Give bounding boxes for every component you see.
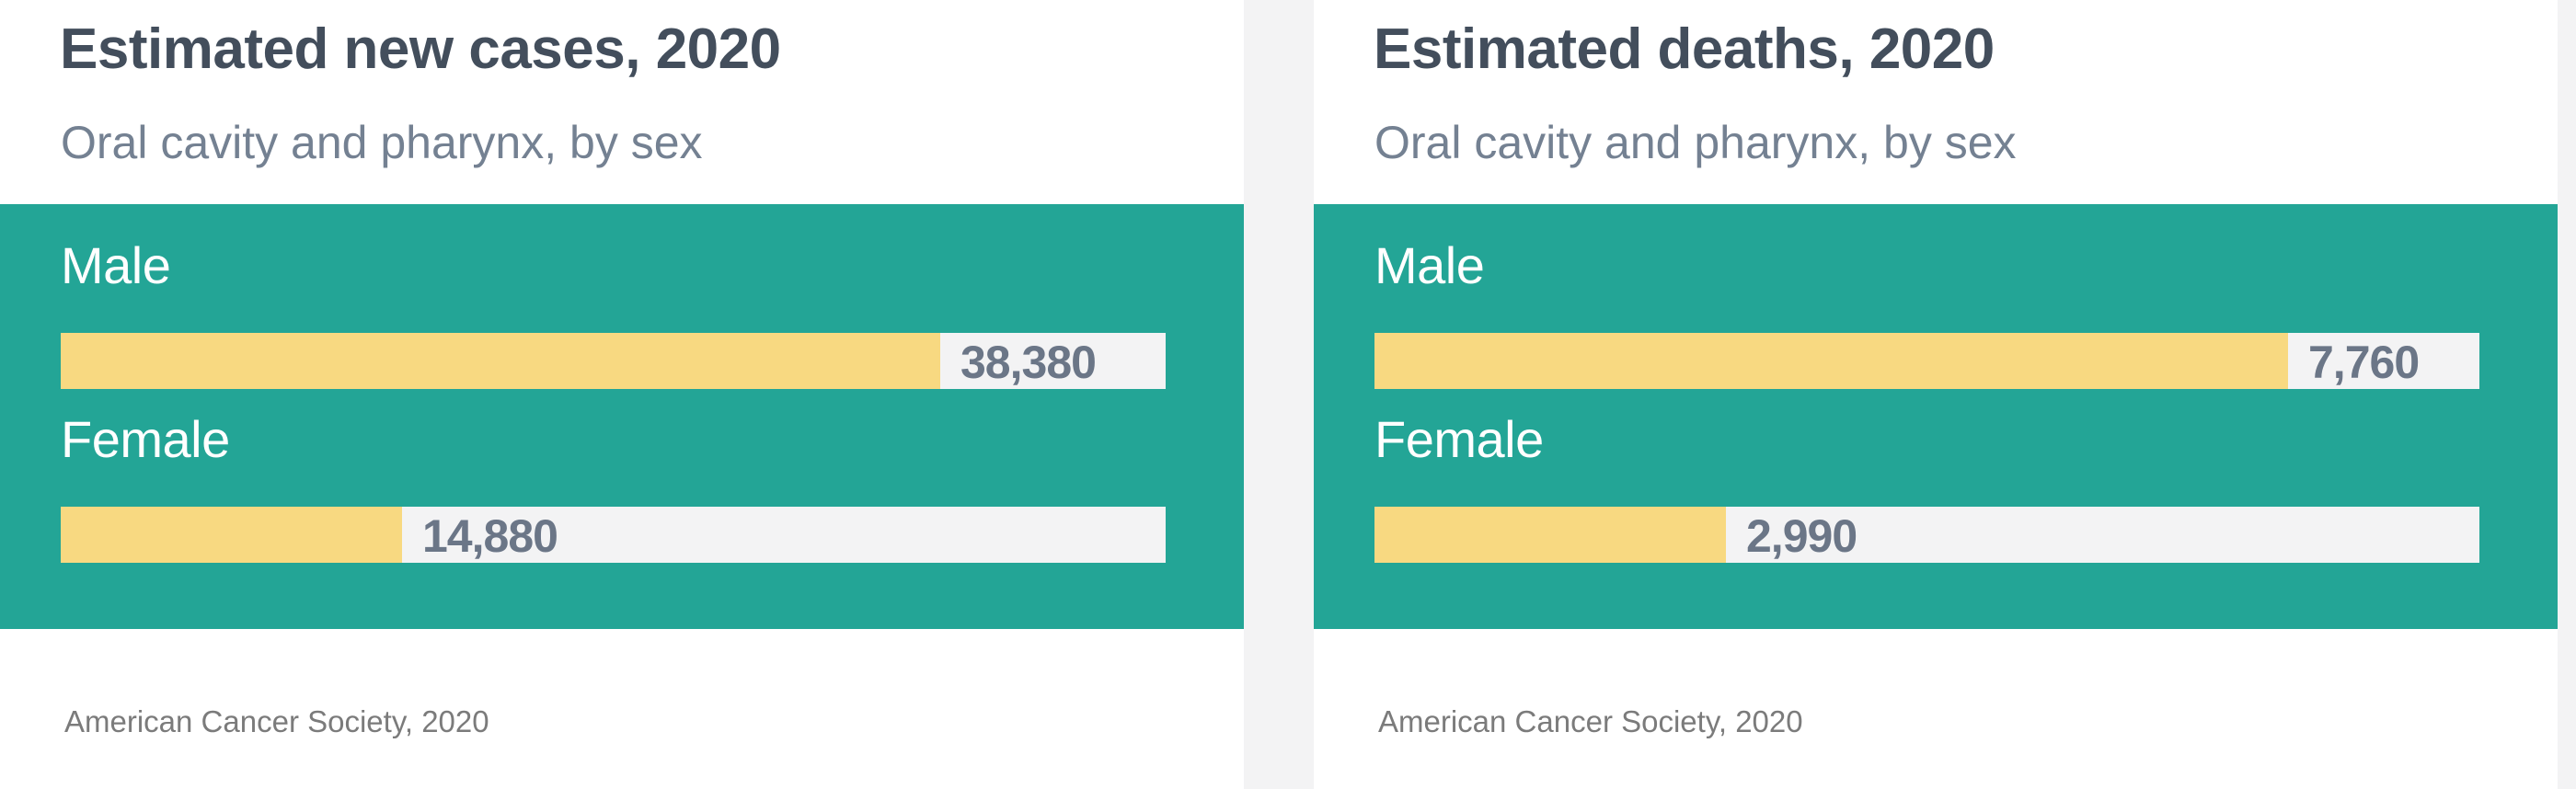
value-label-male: 38,380 (960, 337, 1097, 388)
bar-male (61, 333, 940, 389)
chart-subtitle: Oral cavity and pharynx, by sex (1374, 117, 2017, 168)
bar-female (61, 507, 402, 563)
bar-track: 38,380 (61, 333, 1166, 389)
bar-track: 14,880 (61, 507, 1166, 563)
value-label-female: 14,880 (422, 510, 558, 562)
chart-title: Estimated deaths, 2020 (1374, 17, 1995, 81)
bar-track: 7,760 (1374, 333, 2479, 389)
deaths-panel: Estimated deaths, 2020 Oral cavity and p… (1314, 0, 2558, 789)
bar-label-male: Male (1374, 236, 1485, 294)
bar-label-male: Male (61, 236, 171, 294)
value-label-male: 7,760 (2308, 337, 2420, 388)
bar-area: Male 38,380 Female 14,880 (0, 204, 1244, 629)
source-note: American Cancer Society, 2020 (1378, 704, 1803, 738)
bar-label-female: Female (1374, 410, 1544, 468)
bar-label-female: Female (61, 410, 230, 468)
bar-female (1374, 507, 1726, 563)
value-label-female: 2,990 (1746, 510, 1857, 562)
source-note: American Cancer Society, 2020 (64, 704, 489, 738)
chart-subtitle: Oral cavity and pharynx, by sex (61, 117, 703, 168)
bar-track: 2,990 (1374, 507, 2479, 563)
chart-title: Estimated new cases, 2020 (60, 17, 781, 81)
bar-male (1374, 333, 2288, 389)
bar-area: Male 7,760 Female 2,990 (1314, 204, 2558, 629)
new-cases-panel: Estimated new cases, 2020 Oral cavity an… (0, 0, 1244, 789)
